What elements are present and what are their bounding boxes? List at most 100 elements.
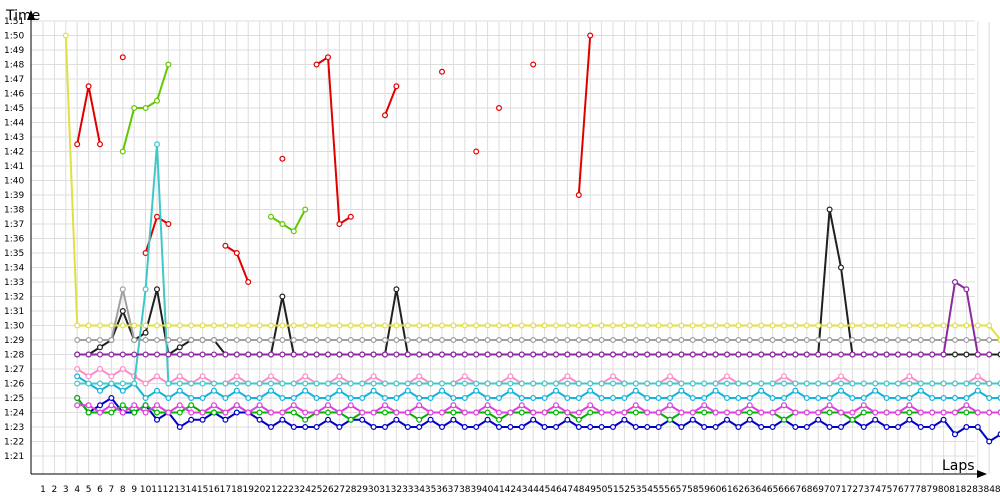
- x-tick-label: 65: [767, 485, 778, 495]
- data-point: [359, 351, 366, 358]
- data-point: [849, 395, 856, 402]
- y-tick-label: 1:28: [4, 351, 24, 361]
- data-point: [929, 337, 936, 344]
- data-point: [484, 337, 491, 344]
- x-tick-label: 61: [721, 485, 732, 495]
- data-point: [336, 424, 343, 431]
- data-point: [974, 373, 981, 380]
- data-point: [473, 424, 480, 431]
- data-point: [712, 424, 719, 431]
- data-point: [723, 395, 730, 402]
- data-point: [427, 322, 434, 329]
- x-tick-label: 40: [482, 485, 494, 495]
- data-point: [940, 351, 947, 358]
- data-point: [279, 395, 286, 402]
- data-point: [917, 351, 924, 358]
- data-point: [279, 337, 286, 344]
- series-11: [62, 32, 1000, 343]
- data-point: [883, 322, 890, 329]
- data-point: [655, 395, 662, 402]
- data-point: [233, 387, 240, 394]
- data-point: [894, 322, 901, 329]
- x-tick-label: 73: [858, 485, 869, 495]
- x-tick-label: 9: [131, 485, 137, 495]
- data-point: [96, 409, 103, 416]
- series-line: [577, 35, 592, 196]
- data-point: [347, 351, 354, 358]
- data-point: [906, 402, 913, 409]
- data-point: [245, 395, 252, 402]
- data-point: [758, 337, 765, 344]
- data-point: [929, 424, 936, 431]
- data-point: [496, 424, 503, 431]
- x-tick-label: 24: [299, 485, 311, 495]
- data-point: [974, 322, 981, 329]
- data-point: [644, 322, 651, 329]
- data-point: [325, 409, 332, 416]
- data-point: [154, 322, 161, 329]
- x-tick-label: 44: [527, 485, 539, 495]
- data-point: [963, 380, 970, 387]
- data-point: [587, 337, 594, 344]
- data-point: [735, 395, 742, 402]
- x-tick-label: 21: [265, 485, 276, 495]
- data-point: [883, 409, 890, 416]
- data-point: [290, 322, 297, 329]
- data-point: [632, 424, 639, 431]
- y-tick-label: 1:33: [4, 278, 24, 288]
- data-point: [484, 409, 491, 416]
- x-tick-label: 77: [904, 485, 915, 495]
- data-point: [860, 351, 867, 358]
- data-point: [85, 402, 92, 409]
- data-point: [199, 416, 206, 423]
- data-point: [518, 337, 525, 344]
- data-point: [347, 402, 354, 409]
- data-point: [986, 395, 993, 402]
- data-point: [233, 380, 240, 387]
- data-point: [393, 380, 400, 387]
- data-point: [325, 337, 332, 344]
- data-point: [131, 409, 138, 416]
- data-point: [666, 351, 673, 358]
- data-point: [268, 380, 275, 387]
- data-point: [256, 380, 263, 387]
- data-point: [74, 380, 81, 387]
- data-point: [769, 409, 776, 416]
- data-point: [929, 380, 936, 387]
- data-point: [632, 322, 639, 329]
- data-point: [302, 387, 309, 394]
- data-point: [917, 409, 924, 416]
- data-point: [917, 337, 924, 344]
- data-point: [142, 395, 149, 402]
- data-point: [769, 395, 776, 402]
- data-point: [211, 351, 218, 358]
- data-point: [872, 322, 879, 329]
- series-line: [270, 209, 307, 233]
- data-point: [735, 409, 742, 416]
- data-point: [986, 337, 993, 344]
- data-point: [74, 395, 81, 402]
- data-point: [655, 409, 662, 416]
- x-tick-label: 42: [505, 485, 516, 495]
- data-point: [74, 141, 81, 148]
- data-point: [906, 322, 913, 329]
- data-point: [587, 351, 594, 358]
- data-point: [564, 416, 571, 423]
- data-point: [940, 416, 947, 423]
- data-point: [461, 351, 468, 358]
- data-point: [85, 373, 92, 380]
- data-point: [815, 380, 822, 387]
- data-point: [256, 416, 263, 423]
- data-point: [450, 416, 457, 423]
- y-tick-label: 1:44: [4, 119, 24, 129]
- data-point: [689, 416, 696, 423]
- data-point: [302, 322, 309, 329]
- data-point: [176, 337, 183, 344]
- x-tick-label: 27: [334, 485, 345, 495]
- data-point: [439, 68, 446, 75]
- data-point: [484, 380, 491, 387]
- data-point: [439, 380, 446, 387]
- data-point: [484, 351, 491, 358]
- data-point: [849, 351, 856, 358]
- data-point: [826, 337, 833, 344]
